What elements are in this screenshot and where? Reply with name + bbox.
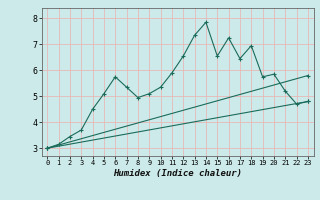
- X-axis label: Humidex (Indice chaleur): Humidex (Indice chaleur): [113, 169, 242, 178]
